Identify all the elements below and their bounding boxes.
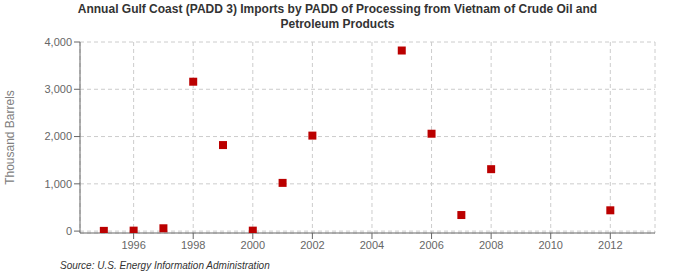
svg-text:4,000: 4,000	[44, 36, 72, 48]
svg-text:Thousand Barrels: Thousand Barrels	[8, 90, 17, 185]
svg-text:2004: 2004	[360, 239, 384, 251]
svg-text:2006: 2006	[419, 239, 443, 251]
svg-text:2,000: 2,000	[44, 130, 72, 142]
svg-text:2012: 2012	[598, 239, 622, 251]
svg-text:2002: 2002	[300, 239, 324, 251]
svg-text:2008: 2008	[479, 239, 503, 251]
svg-text:0: 0	[66, 225, 72, 237]
html-text:Petroleum Products: Petroleum Products	[280, 17, 395, 31]
svg-text:2000: 2000	[241, 239, 265, 251]
svg-text:2010: 2010	[538, 239, 562, 251]
svg-text:1996: 1996	[121, 239, 145, 251]
html-text:Source: U.S. Energy Informatio: Source: U.S. Energy Information Administ…	[60, 260, 270, 271]
svg-text:1998: 1998	[181, 239, 205, 251]
svg-text:3,000: 3,000	[44, 83, 72, 95]
html-text:Annual Gulf Coast (PADD 3) Imp: Annual Gulf Coast (PADD 3) Imports by PA…	[77, 2, 598, 16]
svg-text:1,000: 1,000	[44, 178, 72, 190]
